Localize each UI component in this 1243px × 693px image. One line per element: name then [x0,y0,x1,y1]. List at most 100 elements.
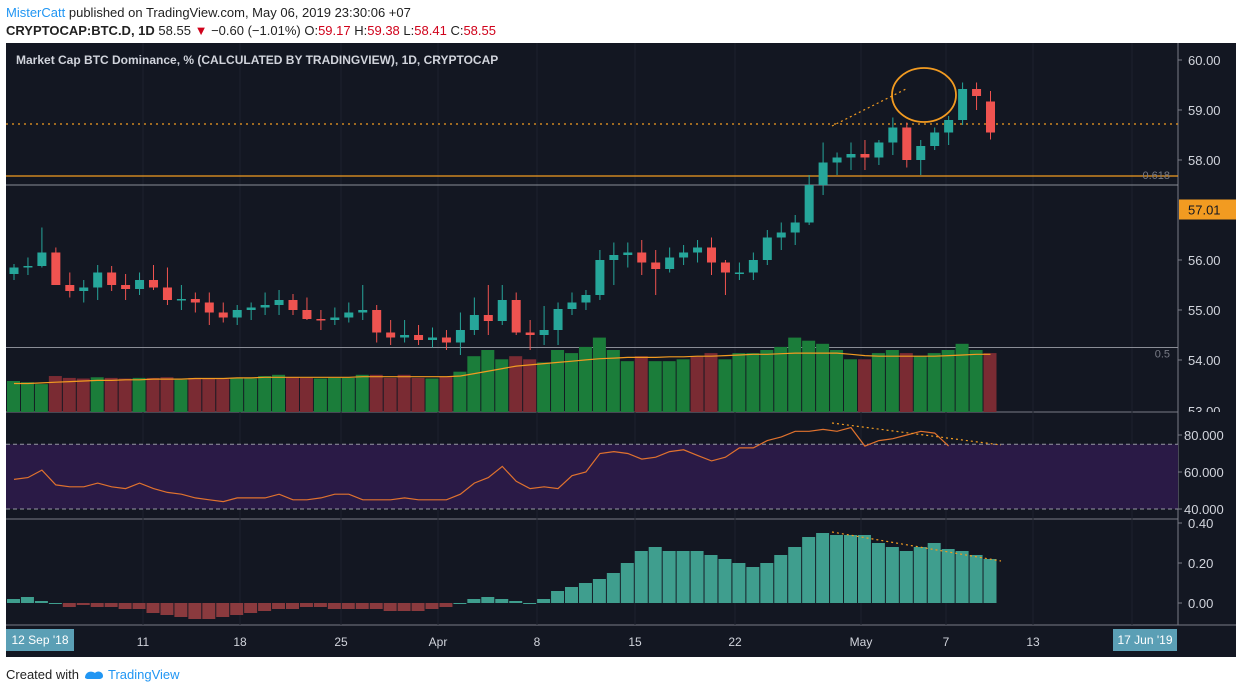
volume-bar [927,353,941,412]
volume-bar [690,356,704,412]
volume-bar [341,377,355,412]
volume-bar [453,371,467,412]
candle-body [469,315,479,330]
oscillator-bar [216,603,230,617]
rsi-line [13,426,950,503]
candle-body [637,252,647,263]
rsi-overbought-band [6,444,1178,509]
oscillator-bar [955,551,969,603]
volume-bar [216,379,230,412]
highlight-circle [891,67,957,123]
candle-body [567,302,577,309]
candle-body [972,89,982,96]
oscillator-bar [927,543,941,603]
volume-bar [355,374,369,412]
volume-bar [830,350,844,412]
candle-body [65,285,75,291]
symbol-info: CRYPTOCAP:BTC.D, 1D 58.55 ▼ −0.60 (−1.01… [6,23,496,38]
volume-bar [495,359,509,412]
symbol-label[interactable]: CRYPTOCAP:BTC.D, 1D [6,23,155,38]
author-link[interactable]: MisterCatt [6,5,66,20]
volume-bar [983,353,997,412]
candle-body [414,335,424,340]
chart-container[interactable]: 0.618 0.5 60.00 59.00 58.00 57.01 56.00 55.00 5… [6,43,1236,657]
rsi-band [6,443,1178,510]
volume-bar [844,359,857,412]
volume-bar [7,381,20,412]
candle-body [539,330,549,335]
volume-bar [788,337,802,412]
candle-body [483,315,493,321]
time-end-label: 17 Jun '19 [1117,633,1172,647]
oscillator-bar [425,603,439,609]
candle-body [776,232,786,238]
tradingview-brand[interactable]: TradingView [108,667,180,682]
oscillator-bar [383,603,397,611]
oscillator-bar [816,533,830,603]
candle-body [37,252,47,266]
candle-body [330,317,340,320]
oscillator-bar [397,603,411,611]
candle-body [218,312,228,318]
candle-body [693,247,703,253]
time-tick-label: 25 [334,635,348,649]
time-tick-label: 13 [1026,635,1040,649]
time-tick-label: 8 [534,635,541,649]
candle-body [958,89,968,120]
price-change: −0.60 (−1.01%) [211,23,301,38]
volume-bar [941,350,955,412]
volume-bar [76,378,90,412]
low-value: 58.41 [414,23,447,38]
candle-body [832,157,842,163]
candle-body [860,154,870,158]
candle-body [944,120,954,133]
candle-body [651,262,661,269]
volume-bar [565,353,578,412]
volume-bar [439,376,453,412]
oscillator-bar [341,603,355,609]
price-tick-label: 58.00 [1188,153,1221,168]
volume-bar [606,350,620,412]
osc-tick-label: 0.20 [1188,556,1213,571]
oscillator-bar [774,555,788,603]
volume-bar [760,350,774,412]
oscillator-bar [411,603,425,611]
oscillator-bar [481,597,495,603]
candle-body [846,154,856,158]
volume-bar [20,382,34,412]
oscillator-bar [132,603,146,609]
publish-info: MisterCatt published on TradingView.com,… [6,5,411,20]
time-tick-label: 7 [943,635,950,649]
oscillator-bar [913,547,927,603]
volume-bar [648,361,662,412]
candle-body [497,300,507,321]
volume-bar [258,376,272,412]
chart-canvas[interactable]: 0.618 0.5 60.00 59.00 58.00 57.01 56.00 55.00 5… [6,43,1236,657]
oscillator-bar [327,603,341,609]
oscillator-bar [551,591,565,603]
oscillator-bar [746,567,760,603]
candle-body [149,280,158,288]
candle-body [679,252,689,258]
oscillator-bar [704,555,718,603]
oscillator-bar [495,599,509,603]
oscillator-bar [885,547,899,603]
time-tick-label: 22 [728,635,742,649]
price-tick-label: 60.00 [1188,53,1221,68]
volume-bar [662,361,676,412]
oscillator-bar [941,549,955,603]
oscillator-bar [439,603,453,607]
time-tick-label: 11 [137,635,150,649]
close-label: C: [450,23,464,38]
candle-body [707,247,716,263]
open-value: 59.17 [318,23,351,38]
candle-body [790,222,800,233]
time-tick-label: May [850,635,873,649]
oscillator-bar [676,551,690,603]
oscillator-bar [174,603,188,617]
volume-bar [551,350,565,412]
candle-body [986,101,995,133]
footer: Created with TradingView [6,667,180,682]
volume-bar [286,377,299,412]
oscillator-bar [188,603,202,619]
